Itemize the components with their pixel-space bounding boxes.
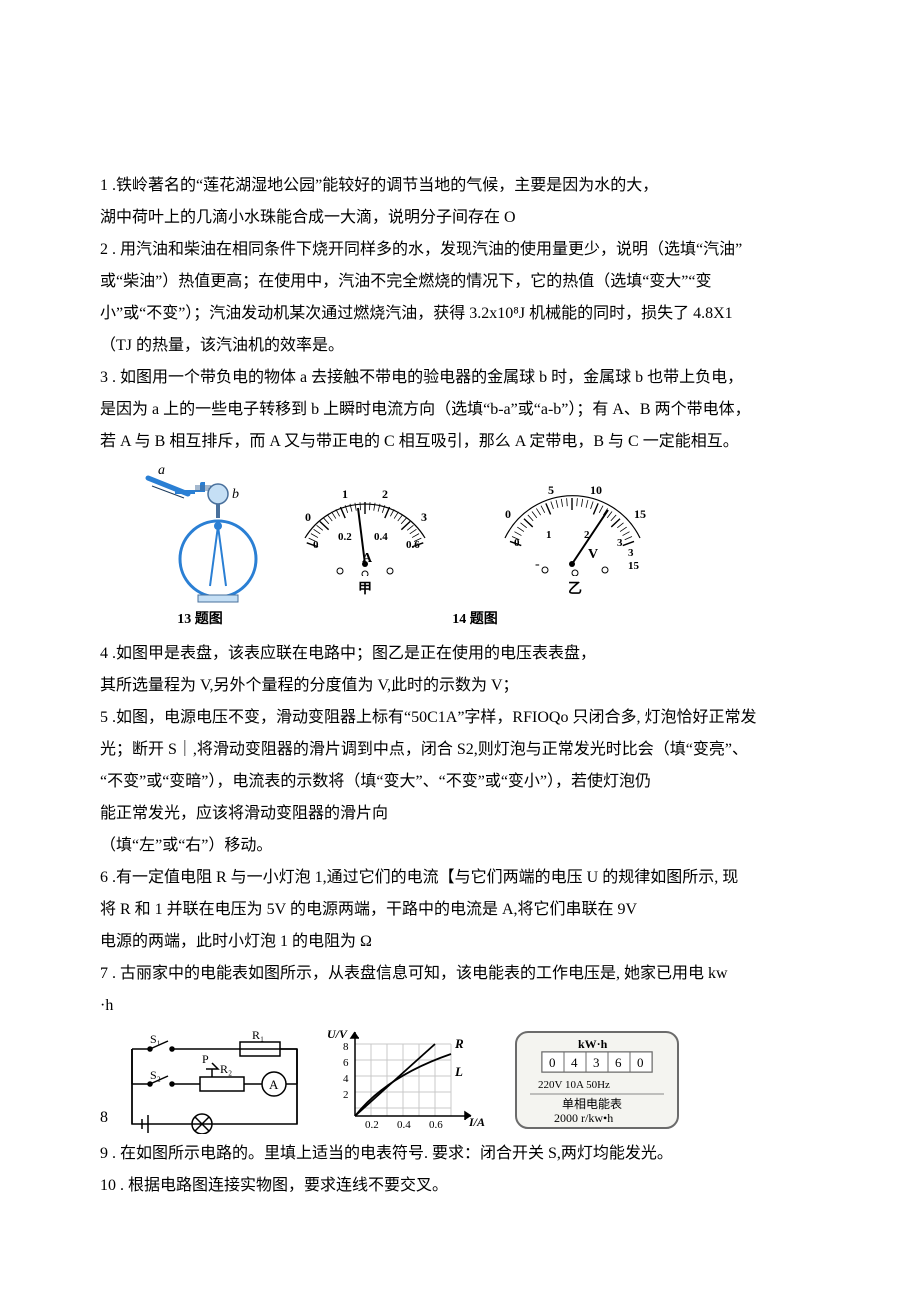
svg-text:2000 r/kw•h: 2000 r/kw•h xyxy=(554,1111,613,1125)
svg-text:U/V: U/V xyxy=(327,1027,348,1041)
voltmeter-col: 0 5 10 15 0 1 2 3 V - 3 xyxy=(480,466,670,604)
svg-text:2: 2 xyxy=(382,487,388,501)
svg-text:R₂: R₂ xyxy=(220,1062,232,1076)
q6-line3: 电源的两端，此时小灯泡 1 的电阻为 Ω xyxy=(100,926,820,958)
q5-line5: （填“左”或“右”）移动。 xyxy=(100,830,820,862)
svg-text:L: L xyxy=(454,1064,463,1079)
q1-line1: 1 .铁岭著名的“莲花湖湿地公园”能较好的调节当地的气候，主要是因为水的大， xyxy=(100,170,820,202)
cap-14: 14 题图 xyxy=(452,606,498,634)
q5-line2: 光；断开 S｜,将滑动变阻器的滑片调到中点，闭合 S2,则灯泡与正常发光时比会（… xyxy=(100,734,820,766)
svg-text:V: V xyxy=(588,547,598,562)
q2-line3: 小”或“不变”）；汽油发动机某次通过燃烧汽油，获得 3.2x10⁸J 机械能的同… xyxy=(100,298,820,330)
figure-row-1: a b 13 题图 0 xyxy=(100,464,820,634)
label-b: b xyxy=(232,487,239,502)
svg-text:3: 3 xyxy=(628,547,634,559)
svg-text:10: 10 xyxy=(590,483,602,497)
figure-row-2: 8 A xyxy=(100,1026,820,1134)
svg-text:4: 4 xyxy=(571,1055,578,1070)
svg-text:单相电能表: 单相电能表 xyxy=(562,1097,622,1111)
q3-line1: 3 . 如图用一个带负电的物体 a 去接触不带电的验电器的金属球 b 时，金属球… xyxy=(100,362,820,394)
q6-line1: 6 .有一定值电阻 R 与一小灯泡 1,通过它们的电流【与它们两端的电压 U 的… xyxy=(100,862,820,894)
svg-text:0: 0 xyxy=(637,1055,644,1070)
q6-line2: 将 R 和 1 并联在电压为 5V 的电源两端，干路中的电流是 A,将它们串联在… xyxy=(100,894,820,926)
ammeter-col: 0 1 2 3 0 0.2 0.4 0.6 A 甲 xyxy=(280,466,450,604)
svg-text:0.4: 0.4 xyxy=(374,531,388,543)
q1-line2: 湖中荷叶上的几滴小水珠能合成一大滴，说明分子间存在 O xyxy=(100,202,820,234)
svg-text:15: 15 xyxy=(634,507,646,521)
electroscope-svg: a b xyxy=(140,464,260,604)
svg-text:0.4: 0.4 xyxy=(397,1119,411,1131)
q5-line4: 能正常发光，应该将滑动变阻器的滑片向 xyxy=(100,798,820,830)
q9-line1: 9 . 在如图所示电路的。里填上适当的电表符号. 要求：闭合开关 S,两灯均能发… xyxy=(100,1138,820,1170)
svg-text:3: 3 xyxy=(617,537,623,549)
q4-line1: 4 .如图甲是表盘，该表应联在电路中；图乙是正在使用的电压表表盘， xyxy=(100,638,820,670)
svg-text:2: 2 xyxy=(343,1089,349,1101)
svg-text:4: 4 xyxy=(343,1073,349,1085)
label-a: a xyxy=(158,464,165,478)
svg-text:0.2: 0.2 xyxy=(365,1119,379,1131)
q2-line4: （TJ 的热量，该汽油机的效率是。 xyxy=(100,330,820,362)
cap-13: 13 题图 xyxy=(177,606,223,634)
svg-text:S₁: S₁ xyxy=(150,1032,161,1046)
svg-text:220V 10A 50Hz: 220V 10A 50Hz xyxy=(538,1079,610,1091)
svg-text:1: 1 xyxy=(342,487,348,501)
svg-text:8: 8 xyxy=(343,1041,349,1053)
voltmeter-svg: 0 5 10 15 0 1 2 3 V - 3 xyxy=(480,466,670,576)
svg-text:15: 15 xyxy=(628,560,640,572)
ammeter-svg: 0 1 2 3 0 0.2 0.4 0.6 A xyxy=(280,466,450,576)
svg-text:I/A: I/A xyxy=(468,1115,485,1129)
svg-text:A: A xyxy=(362,551,373,566)
fig14-col: 0 1 2 3 0 0.2 0.4 0.6 A 甲 xyxy=(280,466,670,634)
svg-text:0: 0 xyxy=(505,507,511,521)
q10-line1: 10 . 根据电路图连接实物图，要求连线不要交叉。 xyxy=(100,1170,820,1202)
svg-text:5: 5 xyxy=(548,483,554,497)
svg-text:P: P xyxy=(202,1052,209,1066)
label-yi: 乙 xyxy=(568,576,582,604)
fig13-col: a b 13 题图 xyxy=(140,464,260,634)
energy-meter-svg: kW·h 0 4 3 6 0 220V 10A 50Hz 单相电能表 2000 … xyxy=(510,1026,685,1134)
q7-line1: 7 . 古丽家中的电能表如图所示，从表盘信息可知，该电能表的工作电压是, 她家已… xyxy=(100,958,820,990)
svg-text:3: 3 xyxy=(421,510,427,524)
svg-text:0.6: 0.6 xyxy=(406,539,420,551)
svg-text:0: 0 xyxy=(549,1055,556,1070)
svg-text:R₁: R₁ xyxy=(252,1029,264,1042)
q2-line1: 2 . 用汽油和柴油在相同条件下烧开同样多的水，发现汽油的使用量更少，说明（选填… xyxy=(100,234,820,266)
svg-text:0.2: 0.2 xyxy=(338,531,352,543)
svg-text:6: 6 xyxy=(343,1057,349,1069)
svg-text:3: 3 xyxy=(593,1055,600,1070)
svg-text:0: 0 xyxy=(313,539,319,551)
ui-chart-svg: U/V 8 6 4 2 0.2 0.4 0.6 I/A R L xyxy=(321,1026,496,1134)
svg-text:0: 0 xyxy=(305,510,311,524)
q7-line2: ·h xyxy=(100,990,820,1022)
svg-text:0.6: 0.6 xyxy=(429,1119,443,1131)
q5-line1: 5 .如图，电源电压不变，滑动变阻器上标有“50C1A”字样，RFIOQo 只闭… xyxy=(100,702,820,734)
q3-line3: 若 A 与 B 相互排斥，而 A 又与带正电的 C 相互吸引，那么 A 定带电，… xyxy=(100,426,820,458)
svg-text:1: 1 xyxy=(546,529,552,541)
q2-line2: 或“柴油”）热值更高；在使用中，汽油不完全燃烧的情况下，它的热值（选填“变大”“… xyxy=(100,266,820,298)
q5-line3: “不变”或“变暗”），电流表的示数将（填“变大”、“不变”或“变小”），若使灯泡… xyxy=(100,766,820,798)
label-jia: 甲 xyxy=(358,576,372,604)
q3-line2: 是因为 a 上的一些电子转移到 b 上瞬时电流方向（选填“b-a”或“a-b”）… xyxy=(100,394,820,426)
q4-line2: 其所选量程为 V,另外个量程的分度值为 V,此时的示数为 V； xyxy=(100,670,820,702)
circuit-svg: A S₁ S₂ R₁ R₂ P xyxy=(122,1029,307,1134)
q8-label: 8 xyxy=(100,1102,108,1134)
svg-text:S₂: S₂ xyxy=(150,1068,161,1082)
svg-text:-: - xyxy=(535,557,540,572)
svg-text:A: A xyxy=(269,1077,279,1092)
svg-text:6: 6 xyxy=(615,1055,622,1070)
svg-text:kW·h: kW·h xyxy=(578,1037,608,1051)
svg-text:R: R xyxy=(454,1036,464,1051)
